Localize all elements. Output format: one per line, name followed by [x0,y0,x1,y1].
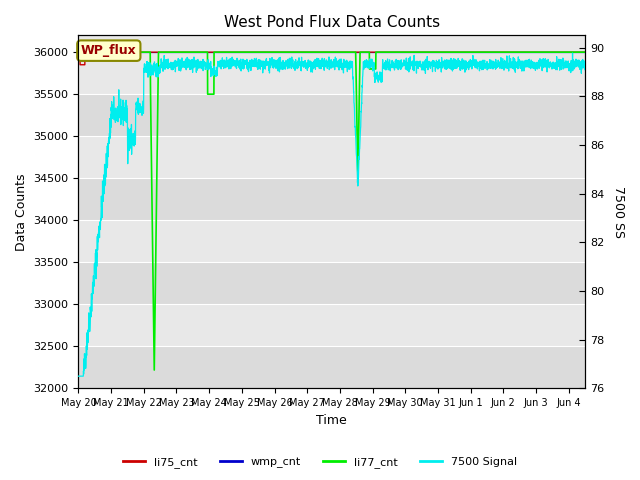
Y-axis label: 7500 SS: 7500 SS [612,186,625,238]
Bar [79,136,585,178]
Bar [79,52,585,94]
Bar [79,262,585,304]
Bar [79,304,585,346]
Bar [79,346,585,388]
Bar [79,220,585,262]
Legend: li75_cnt, wmp_cnt, li77_cnt, 7500 Signal: li75_cnt, wmp_cnt, li77_cnt, 7500 Signal [118,452,522,472]
Bar [79,94,585,136]
X-axis label: Time: Time [316,414,347,427]
Y-axis label: Data Counts: Data Counts [15,173,28,251]
Bar [79,178,585,220]
Title: West Pond Flux Data Counts: West Pond Flux Data Counts [223,15,440,30]
Text: WP_flux: WP_flux [81,44,137,57]
